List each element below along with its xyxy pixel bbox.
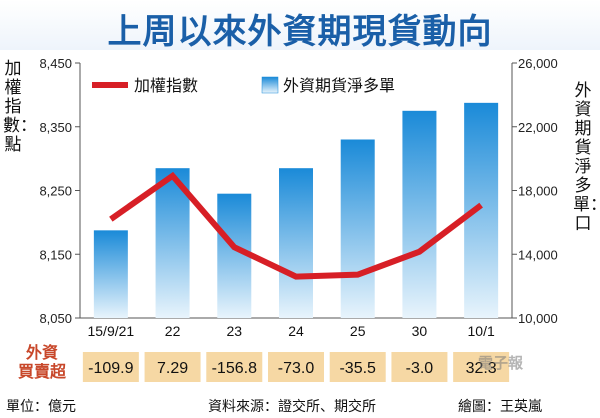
left-tick-label-4: 8,050 bbox=[39, 311, 72, 326]
net-cell-value-3: -73.0 bbox=[278, 360, 315, 377]
net-cell-value-6: 32.3 bbox=[466, 360, 497, 377]
bar-futures-3 bbox=[279, 168, 313, 318]
net-cell-bg-4 bbox=[329, 352, 386, 382]
x-tick-label-6: 10/1 bbox=[468, 323, 495, 339]
watermark-logo: 電子報 bbox=[478, 354, 524, 372]
legend-bar-swatch bbox=[261, 76, 279, 94]
right-tick-label-3: 14,000 bbox=[518, 247, 558, 262]
right-tick-label-2: 18,000 bbox=[518, 184, 558, 199]
legend-label-futures: 外資期貨淨多單 bbox=[283, 76, 395, 95]
footer: 單位：億元 資料來源：證交所、期交所 繪圖：王英嵐 bbox=[0, 394, 600, 418]
x-tick-label-5: 30 bbox=[412, 323, 428, 339]
net-cell-value-5: -3.0 bbox=[406, 360, 434, 377]
right-tick-label-4: 10,000 bbox=[518, 311, 558, 326]
net-cell-bg-2 bbox=[206, 352, 263, 382]
right-tick-label-0: 26,000 bbox=[518, 56, 558, 71]
bar-futures-4 bbox=[340, 139, 375, 318]
bar-futures-0 bbox=[93, 230, 128, 318]
left-tick-label-1: 8,350 bbox=[39, 120, 72, 135]
x-tick-label-1: 22 bbox=[165, 323, 181, 339]
chart-title: 上周以來外資期現貨動向 bbox=[107, 12, 493, 52]
left-tick-label-3: 8,150 bbox=[39, 247, 72, 262]
net-buy-sell-label-line1: 外資 bbox=[25, 343, 58, 362]
net-cell-value-1: 7.29 bbox=[157, 360, 188, 377]
net-cell-bg-1 bbox=[144, 352, 201, 382]
net-buy-sell-label: 外資 買賣超 bbox=[6, 343, 78, 381]
net-cell-bg-0 bbox=[82, 352, 139, 382]
unit-note: 單位：億元 bbox=[6, 399, 76, 415]
x-tick-label-3: 24 bbox=[288, 323, 304, 339]
credit-note: 繪圖：王英嵐 bbox=[458, 399, 542, 415]
x-tick-label-4: 25 bbox=[350, 323, 366, 339]
net-cell-bg-3 bbox=[268, 352, 324, 382]
title-bar bbox=[0, 0, 600, 50]
legend: 加權指數 外資期貨淨多單 bbox=[92, 76, 395, 95]
net-cell-bg-5 bbox=[391, 352, 448, 382]
left-tick-label-0: 8,450 bbox=[39, 56, 72, 71]
right-tick-label-1: 22,000 bbox=[518, 120, 558, 135]
right-axis-label: 外資期貨淨多單：口 bbox=[573, 81, 600, 234]
net-cell-value-4: -35.5 bbox=[339, 360, 376, 377]
source-note: 資料來源：證交所、期交所 bbox=[208, 399, 376, 415]
left-tick-label-2: 8,250 bbox=[39, 184, 72, 199]
net-cell-bg-6 bbox=[453, 352, 510, 382]
bar-futures-5 bbox=[402, 110, 437, 318]
x-tick-label-0: 15/9/21 bbox=[87, 323, 134, 339]
legend-label-index: 加權指數 bbox=[134, 76, 198, 95]
net-buy-sell-label-line2: 買賣超 bbox=[17, 362, 66, 381]
net-cell-value-0: -109.9 bbox=[88, 360, 133, 377]
net-cell-value-2: -156.8 bbox=[212, 360, 257, 377]
x-tick-label-2: 23 bbox=[226, 323, 242, 339]
